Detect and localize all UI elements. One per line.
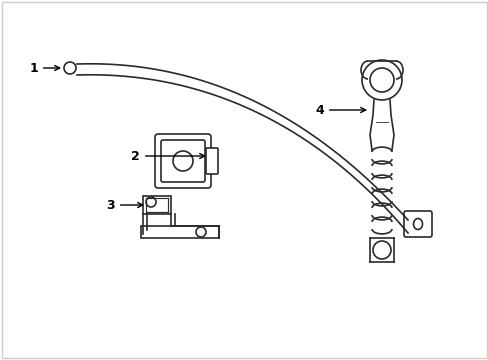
FancyBboxPatch shape <box>161 140 204 182</box>
FancyBboxPatch shape <box>141 226 219 238</box>
Text: 4: 4 <box>315 104 365 117</box>
Ellipse shape <box>413 219 422 230</box>
FancyBboxPatch shape <box>155 134 210 188</box>
Text: 2: 2 <box>131 149 204 162</box>
Text: 3: 3 <box>106 198 142 212</box>
FancyBboxPatch shape <box>205 148 218 174</box>
Text: 1: 1 <box>29 62 60 75</box>
FancyBboxPatch shape <box>403 211 431 237</box>
FancyBboxPatch shape <box>142 196 171 214</box>
